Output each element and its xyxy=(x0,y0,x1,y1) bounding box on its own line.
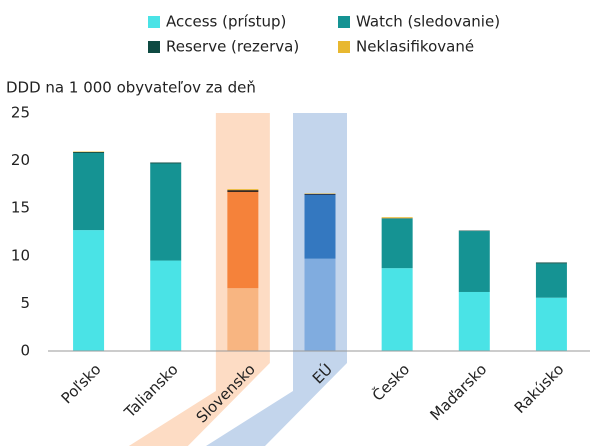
x-tick-label: Rakúsko xyxy=(511,360,568,417)
bar-segment xyxy=(73,152,105,153)
bar-segment xyxy=(150,163,182,261)
y-tick-label: 0 xyxy=(20,342,30,360)
bar-segment xyxy=(535,297,567,351)
x-tick-label: Poľsko xyxy=(58,360,105,407)
legend-label: Access (prístup) xyxy=(166,13,286,31)
bar-segment xyxy=(304,258,336,351)
bar-segment xyxy=(150,162,182,164)
bar-segment xyxy=(304,194,336,259)
bar-segment xyxy=(381,218,413,269)
y-tick-label: 5 xyxy=(20,294,30,312)
legend-label: Neklasifikované xyxy=(356,38,474,56)
legend-swatch xyxy=(338,16,350,28)
y-axis-title: DDD na 1 000 obyvateľov za deň xyxy=(6,79,256,97)
x-tick-label: Taliansko xyxy=(120,360,182,422)
y-tick-label: 20 xyxy=(11,151,30,169)
legend-swatch xyxy=(148,16,160,28)
y-tick-label: 15 xyxy=(11,199,30,217)
bar-segment xyxy=(150,260,182,351)
legend-label: Reserve (rezerva) xyxy=(166,38,299,56)
x-tick-label: Česko xyxy=(368,360,413,405)
x-tick-label: Maďarsko xyxy=(427,360,491,424)
bar-segment xyxy=(381,268,413,351)
bar-segment xyxy=(73,152,105,231)
legend-swatch xyxy=(148,41,160,53)
y-tick-label: 25 xyxy=(11,104,30,122)
bar-segment xyxy=(227,192,259,289)
bar-segment xyxy=(535,263,567,298)
bar-segment xyxy=(458,291,490,351)
y-tick-label: 10 xyxy=(11,246,30,264)
bar-segment xyxy=(535,262,567,264)
bar-segment xyxy=(304,193,336,195)
bar-segment xyxy=(458,231,490,292)
bar-segment xyxy=(227,288,259,351)
bar-segment xyxy=(227,189,259,191)
bar-segment xyxy=(381,217,413,219)
legend-swatch xyxy=(338,41,350,53)
legend-label: Watch (sledovanie) xyxy=(356,13,500,31)
bar-segment xyxy=(227,190,259,193)
bar-segment xyxy=(73,230,105,351)
